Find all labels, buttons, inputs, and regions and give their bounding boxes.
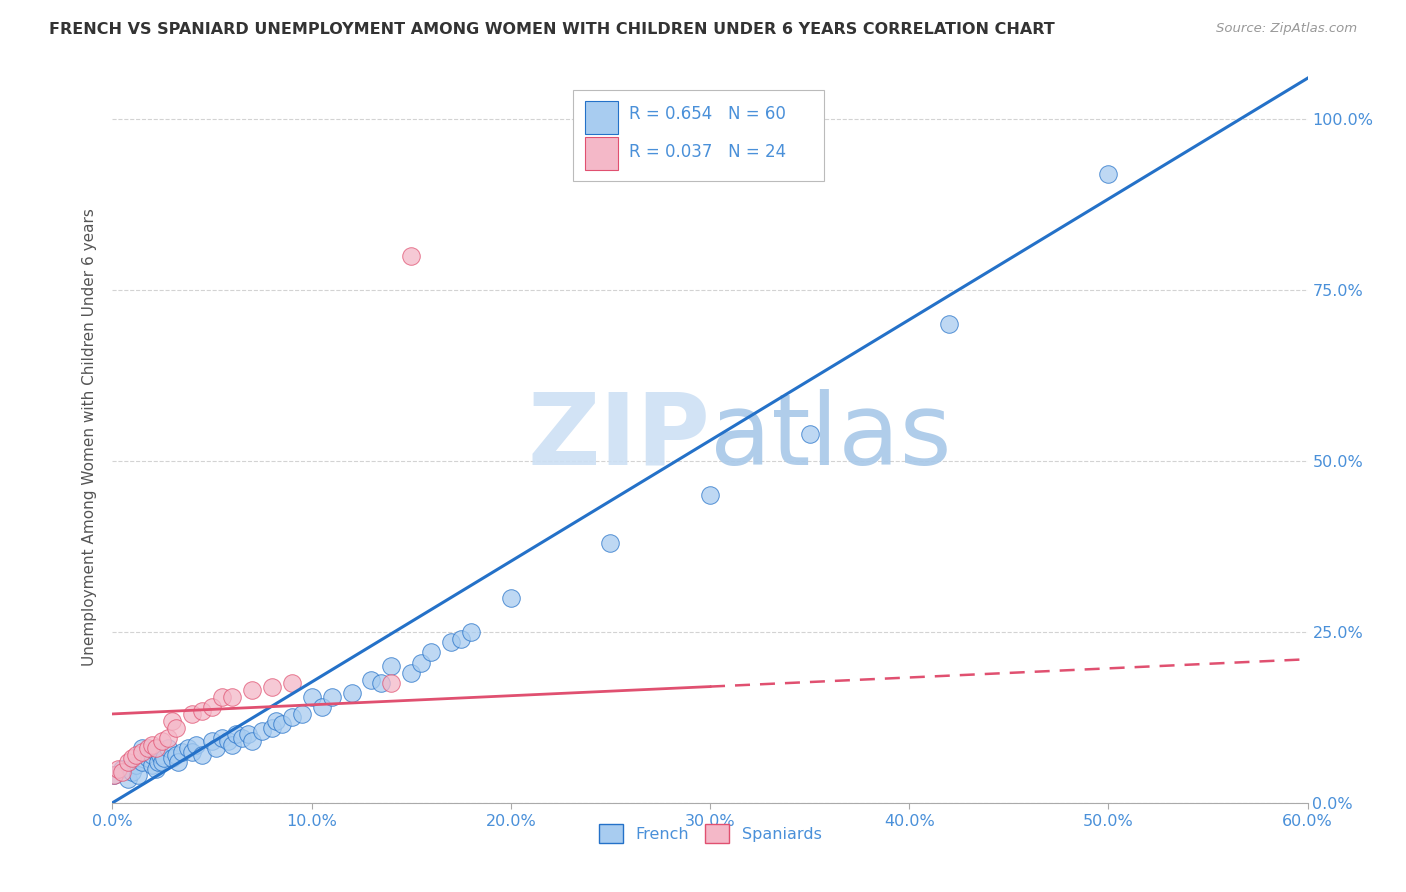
Text: R = 0.037   N = 24: R = 0.037 N = 24 [628,143,786,161]
Point [148,755,170,769]
Point [131,745,153,759]
FancyBboxPatch shape [572,90,824,181]
Point [172,745,194,759]
Point [201,700,224,714]
Point [127,768,149,782]
Point [111,765,134,780]
Point [799,426,821,441]
Point [125,747,148,762]
Y-axis label: Unemployment Among Women with Children Under 6 years: Unemployment Among Women with Children U… [82,208,97,666]
Point [181,745,204,759]
Point [260,721,283,735]
Point [380,659,402,673]
Point [281,676,304,690]
Point [138,751,160,765]
Point [153,751,176,765]
Text: ZIP: ZIP [527,389,710,485]
Point [260,680,283,694]
Point [311,700,333,714]
Point [117,755,139,769]
Point [460,624,482,639]
Point [231,731,253,745]
Point [117,772,139,786]
Point [103,768,125,782]
Point [145,762,167,776]
Point [111,762,134,776]
Point [162,714,183,728]
Point [165,747,187,762]
FancyBboxPatch shape [585,101,619,134]
Text: FRENCH VS SPANIARD UNEMPLOYMENT AMONG WOMEN WITH CHILDREN UNDER 6 YEARS CORRELAT: FRENCH VS SPANIARD UNEMPLOYMENT AMONG WO… [49,22,1054,37]
Point [236,727,259,741]
Point [440,635,463,649]
Point [938,318,960,332]
Point [131,755,153,769]
Point [264,714,287,728]
Point [145,745,167,759]
Point [250,724,273,739]
Legend: French, Spaniards: French, Spaniards [592,817,828,850]
Point [321,690,343,704]
Point [370,676,392,690]
Point [340,686,363,700]
Point [205,741,228,756]
Point [141,747,163,762]
Point [1097,167,1119,181]
Point [149,747,172,762]
Point [157,731,180,745]
Point [699,488,721,502]
Point [201,734,224,748]
Point [211,690,233,704]
Point [380,676,402,690]
Point [191,704,214,718]
Point [217,734,239,748]
Point [138,741,160,756]
Point [181,706,204,721]
Point [141,758,163,772]
Point [125,758,148,772]
Point [131,741,153,756]
Point [167,755,190,769]
Point [225,727,247,741]
Point [221,738,243,752]
Point [150,755,173,769]
Point [281,710,304,724]
Point [141,738,163,752]
Point [450,632,472,646]
Point [145,741,167,756]
Point [186,738,208,752]
Point [221,690,243,704]
Text: atlas: atlas [710,389,952,485]
Point [211,731,233,745]
Text: R = 0.654   N = 60: R = 0.654 N = 60 [628,104,786,123]
Point [121,751,143,765]
Point [150,734,173,748]
Point [411,656,433,670]
Point [162,751,183,765]
Point [291,706,314,721]
Point [420,645,443,659]
Point [401,249,423,263]
Point [165,721,187,735]
Point [240,734,263,748]
Point [103,768,125,782]
Point [360,673,382,687]
Point [301,690,323,704]
Point [121,765,143,780]
Point [401,665,423,680]
Point [107,762,129,776]
Point [157,741,180,756]
Point [177,741,200,756]
Point [240,683,263,698]
Text: Source: ZipAtlas.com: Source: ZipAtlas.com [1216,22,1357,36]
Point [599,536,621,550]
FancyBboxPatch shape [585,137,619,170]
Point [270,717,292,731]
Point [191,747,214,762]
Point [499,591,522,605]
